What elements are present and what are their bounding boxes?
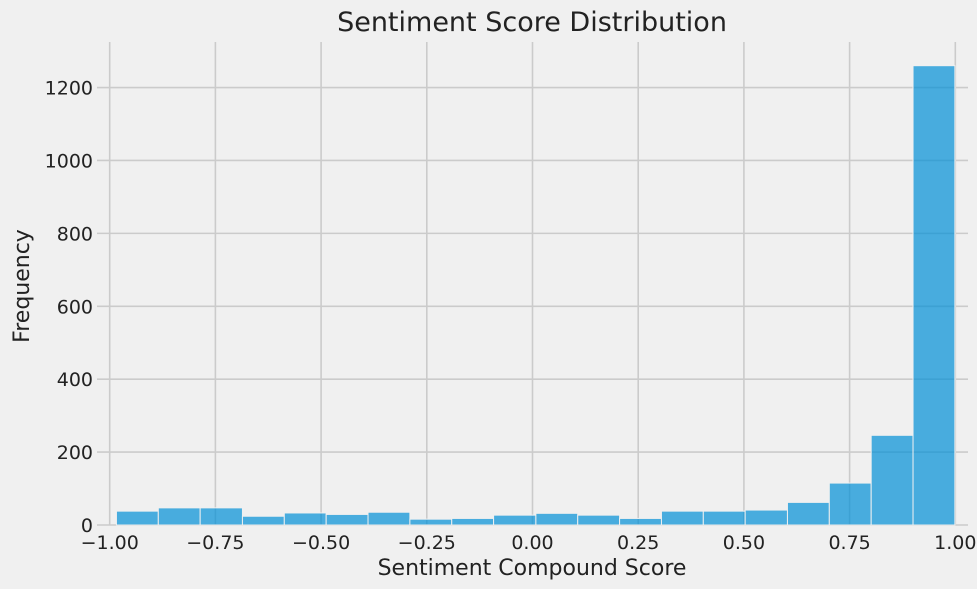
histogram-bar [283,512,327,526]
histogram-bar [451,517,495,526]
histogram-bar [660,510,704,526]
histogram-bar [493,514,537,526]
y-tick-label: 1200 [45,78,93,100]
x-tick-label: 0.25 [617,532,659,554]
histogram-bar [619,517,662,526]
x-tick-label: 0.75 [828,532,870,554]
y-tick-label: 600 [57,296,93,318]
grid-lines [97,42,968,526]
y-tick-label: 800 [57,223,93,245]
histogram-bar [870,434,914,526]
y-axis-label: Frequency [10,229,35,343]
histogram-bar [409,518,453,526]
x-tick-label: −0.25 [398,532,456,554]
histogram-bars [115,65,956,526]
histogram-bar [702,510,746,526]
histogram-bar [828,482,872,526]
x-tick-label: 0.00 [511,532,553,554]
histogram-bar [325,513,369,526]
histogram-bar [367,511,411,526]
histogram-bar [577,514,621,526]
y-tick-label: 0 [81,515,93,537]
histogram-bar [115,510,159,526]
histogram-bar [241,515,285,526]
histogram-bar [912,65,956,526]
histogram-bar [157,507,201,526]
x-axis-label: Sentiment Compound Score [378,556,687,581]
x-tick-label: 0.50 [723,532,765,554]
chart-title: Sentiment Score Distribution [337,7,727,38]
y-tick-label: 400 [57,369,93,391]
y-tick-label: 200 [57,442,93,464]
y-axis-ticks: 0 200 400 600 800 1000 1200 [45,78,93,537]
histogram-bar [744,509,788,526]
histogram-bar [786,501,830,526]
histogram-bar [199,507,243,526]
y-tick-label: 1000 [45,150,93,172]
x-tick-label: −1.00 [81,532,139,554]
x-tick-label: −0.50 [292,532,350,554]
histogram-bar [535,512,579,526]
x-tick-label: 1.00 [934,532,976,554]
x-tick-label: −0.75 [186,532,244,554]
x-axis-ticks: −1.00 −0.75 −0.50 −0.25 0.00 0.25 0.50 0.75 1.00 [81,532,977,554]
